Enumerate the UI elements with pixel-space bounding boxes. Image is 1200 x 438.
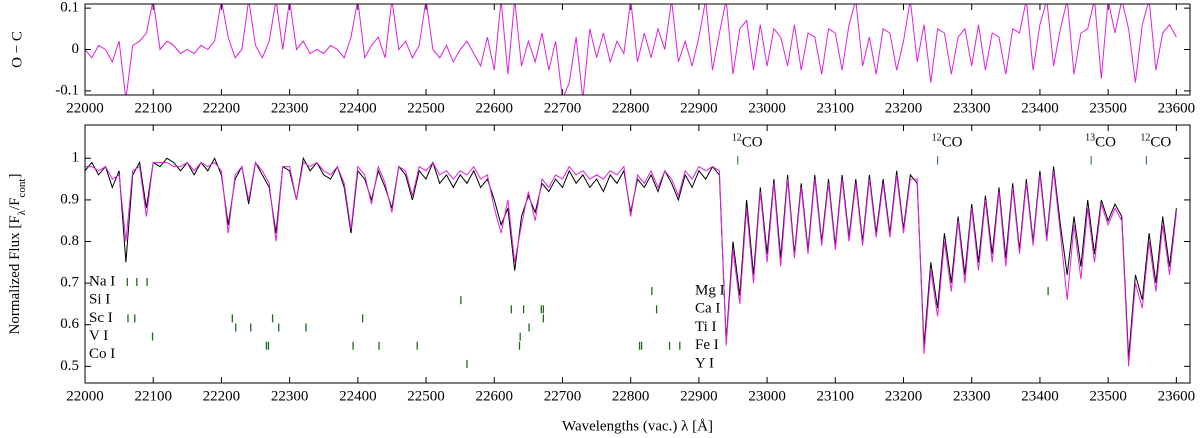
- x-tick-label: 22800: [612, 100, 650, 116]
- molecule-label: 12CO: [932, 133, 963, 152]
- molecule: CO: [942, 135, 963, 151]
- y-tick-label: 0.1: [60, 0, 79, 16]
- plot-frame: [84, 124, 1191, 384]
- y-axis-label-part: Normalized Flux [F: [7, 215, 23, 334]
- y-axis-label-part: λ: [16, 209, 28, 215]
- line-id-label: Sc I: [89, 310, 113, 326]
- x-tick-label: 22900: [680, 388, 718, 404]
- y-axis-label: Normalized Flux [Fλ/Fcont]: [7, 174, 27, 335]
- y-tick-label: 0: [72, 41, 80, 57]
- y-axis-label-part: /F: [7, 197, 23, 210]
- x-tick-label: 23600: [1158, 388, 1196, 404]
- line-id-label: Ti I: [695, 319, 717, 335]
- isotope: 12: [1140, 133, 1150, 144]
- x-tick-label: 22700: [544, 100, 582, 116]
- y-axis-label: O − C: [9, 31, 25, 68]
- x-tick-label: 22500: [407, 388, 445, 404]
- y-tick-label: -0.1: [55, 82, 79, 98]
- x-tick-label: 23200: [885, 388, 923, 404]
- x-tick-label: 23500: [1089, 100, 1127, 116]
- line-id-label: Na I: [89, 273, 115, 289]
- spectrum-line: [85, 156, 1177, 359]
- x-tick-label: 22600: [476, 388, 514, 404]
- plot-area: [85, 156, 1177, 367]
- isotope: 12: [732, 133, 742, 144]
- x-tick-label: 22200: [203, 100, 241, 116]
- x-tick-label: 23000: [748, 100, 786, 116]
- line-id-label: Fe I: [695, 337, 719, 353]
- x-tick-label: 22000: [66, 100, 104, 116]
- isotope: 13: [1085, 133, 1095, 144]
- line-id-label: V I: [89, 328, 108, 344]
- y-axis-label-part: cont: [16, 179, 28, 198]
- x-tick-label: 23100: [817, 100, 855, 116]
- x-tick-label: 22700: [544, 388, 582, 404]
- y-tick-label: 0.6: [60, 316, 79, 332]
- line-id-label: Si I: [89, 292, 110, 308]
- spectrum-line: [85, 161, 1177, 367]
- x-tick-label: 22000: [66, 388, 104, 404]
- line-id-label: Y I: [695, 355, 714, 371]
- x-tick-label: 23100: [817, 388, 855, 404]
- molecule-label: 12CO: [1140, 133, 1171, 152]
- x-tick-label: 22600: [476, 100, 514, 116]
- molecule: CO: [742, 135, 763, 151]
- molecule-label: 12CO: [732, 133, 763, 152]
- isotope: 12: [932, 133, 942, 144]
- y-tick-label: 0.9: [60, 191, 79, 207]
- x-tick-label: 22900: [680, 100, 718, 116]
- x-tick-label: 22300: [271, 100, 309, 116]
- plot-area: [85, 4, 1177, 95]
- x-tick-label: 22100: [134, 100, 172, 116]
- molecule-label: 13CO: [1085, 133, 1116, 152]
- y-tick-label: 0.8: [60, 233, 79, 249]
- x-tick-label: 23000: [748, 388, 786, 404]
- x-tick-label: 22400: [339, 100, 377, 116]
- x-tick-label: 23400: [1021, 100, 1059, 116]
- y-tick-label: 1: [72, 150, 80, 166]
- x-tick-label: 23400: [1021, 388, 1059, 404]
- x-tick-label: 23600: [1158, 100, 1196, 116]
- line-id-label: Ca I: [695, 301, 720, 317]
- x-tick-label: 23500: [1089, 388, 1127, 404]
- x-tick-label: 22400: [339, 388, 377, 404]
- y-tick-label: 0.5: [60, 358, 79, 374]
- spectrum-line: [85, 4, 1177, 95]
- x-tick-label: 23200: [885, 100, 923, 116]
- x-tick-label: 22200: [203, 388, 241, 404]
- y-axis-label-part: ]: [7, 174, 23, 179]
- molecule: CO: [1095, 135, 1116, 151]
- x-tick-label: 23300: [953, 100, 991, 116]
- x-tick-label: 22800: [612, 388, 650, 404]
- x-tick-label: 22300: [271, 388, 309, 404]
- x-tick-label: 22100: [134, 388, 172, 404]
- line-id-label: Co I: [89, 346, 115, 362]
- x-tick-label: 22500: [407, 100, 445, 116]
- x-axis-label: Wavelengths (vac.) λ [Å]: [562, 418, 713, 434]
- molecule: CO: [1150, 135, 1171, 151]
- line-id-label: Mg I: [695, 283, 725, 299]
- x-tick-label: 23300: [953, 388, 991, 404]
- y-tick-label: 0.7: [60, 275, 79, 291]
- plot-frame: [84, 3, 1191, 96]
